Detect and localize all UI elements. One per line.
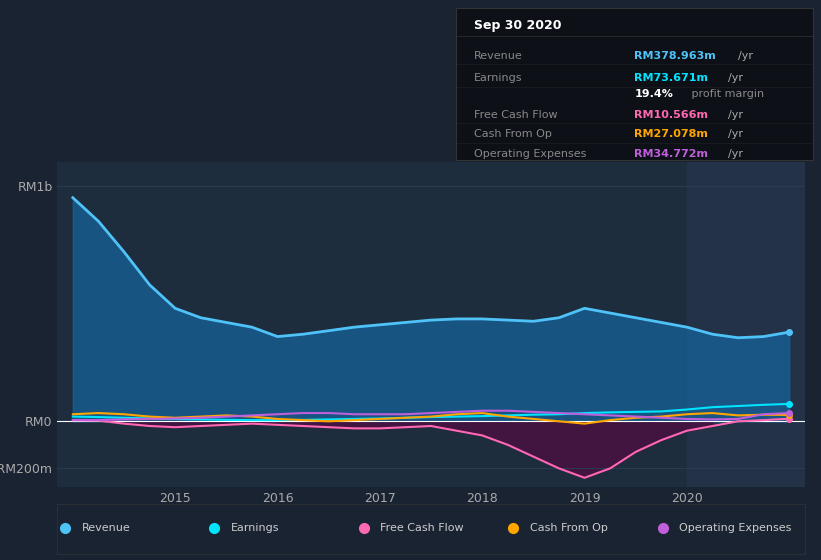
Text: Cash From Op: Cash From Op	[530, 523, 608, 533]
Text: RM27.078m: RM27.078m	[635, 129, 708, 139]
Text: Sep 30 2020: Sep 30 2020	[474, 19, 561, 32]
Text: Operating Expenses: Operating Expenses	[679, 523, 791, 533]
Text: 19.4%: 19.4%	[635, 88, 673, 99]
Text: RM378.963m: RM378.963m	[635, 51, 716, 60]
Text: RM34.772m: RM34.772m	[635, 149, 709, 159]
Text: /yr: /yr	[727, 73, 743, 83]
Text: /yr: /yr	[738, 51, 753, 60]
Bar	[687, 162, 805, 487]
Text: Free Cash Flow: Free Cash Flow	[380, 523, 464, 533]
Text: Earnings: Earnings	[231, 523, 279, 533]
Text: Operating Expenses: Operating Expenses	[474, 149, 586, 159]
Text: Revenue: Revenue	[474, 51, 522, 60]
Text: Revenue: Revenue	[81, 523, 130, 533]
Text: Earnings: Earnings	[474, 73, 522, 83]
Text: RM10.566m: RM10.566m	[635, 110, 709, 120]
Text: RM73.671m: RM73.671m	[635, 73, 709, 83]
Text: /yr: /yr	[727, 110, 743, 120]
Text: Cash From Op: Cash From Op	[474, 129, 552, 139]
Text: profit margin: profit margin	[688, 88, 764, 99]
Text: Free Cash Flow: Free Cash Flow	[474, 110, 557, 120]
Text: /yr: /yr	[727, 149, 743, 159]
Text: /yr: /yr	[727, 129, 743, 139]
